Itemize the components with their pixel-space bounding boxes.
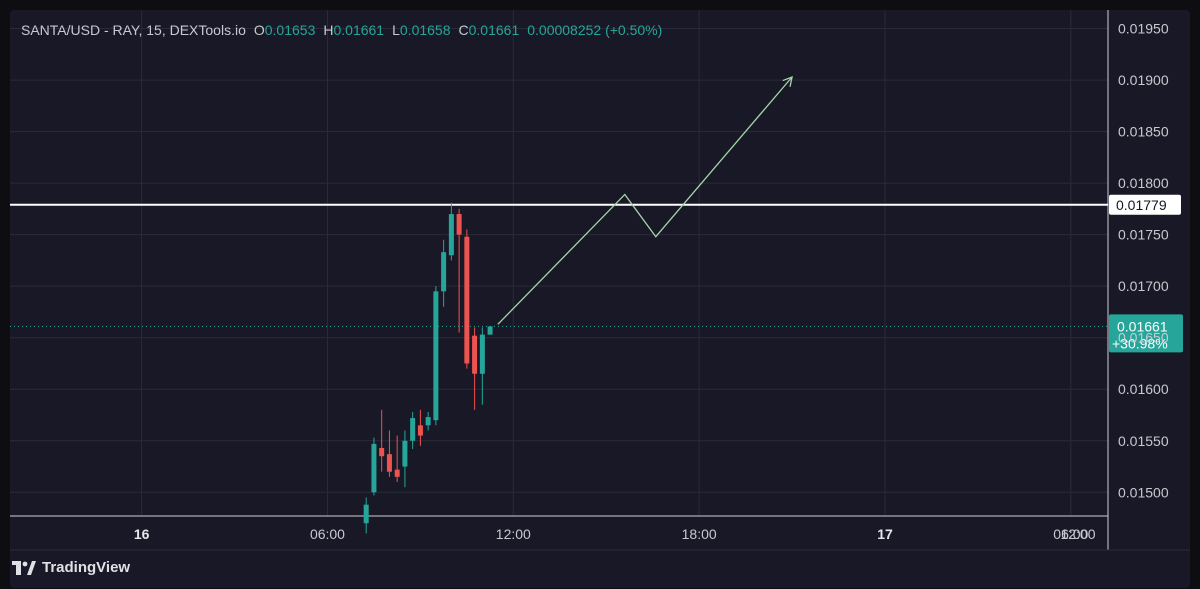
y-tick-label: 0.01900 [1118,72,1169,88]
candles [363,202,493,534]
candle [448,202,454,261]
x-tick-label: 12:00 [1060,526,1095,542]
candle-body [402,440,408,467]
y-tick-label: 0.01750 [1118,227,1169,243]
x-tick-label: 06:00 [310,526,345,542]
candle [433,286,439,426]
brand-name: TradingView [42,559,131,576]
projection-arrowhead-icon [782,75,793,87]
candle-body [371,443,377,493]
resistance-price-badge [1109,194,1181,215]
resistance-price-label: 0.01779 [1116,197,1167,213]
candle [410,411,416,450]
x-tick-label: 12:00 [496,526,531,542]
x-tick-label: 18:00 [682,526,717,542]
close-value: 0.01661 [468,22,520,38]
symbol-legend: SANTA/USD - RAY, 15, DEXTools.io O 0.016… [21,22,670,38]
x-tick-label: 17 [877,526,893,542]
y-tick-label: 0.01800 [1118,175,1169,191]
y-tick-label: 0.01500 [1118,484,1169,500]
projection-path[interactable] [497,76,793,325]
high-value: 0.01661 [333,22,385,38]
candle-body [363,504,369,524]
candle [487,326,493,335]
y-tick-label: 0.01600 [1118,381,1169,397]
axes [10,10,1190,551]
candle-body [433,291,439,421]
candle-body [448,214,454,256]
tick-labels: 0.01950 0.01900 0.01850 0.01800 0.01750 0.017… [134,21,1169,542]
candle-body [441,252,447,292]
candle [363,497,369,534]
candle [371,437,377,496]
candle [386,430,392,477]
symbol-name[interactable]: SANTA/USD - RAY, 15, DEXTools.io [21,22,246,38]
open-label: O [253,22,265,38]
candle [441,239,447,307]
close-label: C [458,22,469,38]
high-label: H [323,22,334,38]
projection-path-group[interactable] [497,75,793,325]
candle [394,435,400,482]
candle-body [456,214,462,235]
candle [472,327,478,410]
candle [456,208,462,333]
y-tick-label: 0.01850 [1118,124,1169,140]
y-tick-label: 0.01950 [1118,21,1169,37]
candle [464,229,470,369]
tradingview-branding[interactable]: TradingView [12,559,130,576]
chart-panel[interactable]: 0.01779 0.01661 +30.98% 0.01950 0.01900 0.01… [10,10,1190,588]
x-tick-label: 16 [134,526,150,542]
low-value: 0.01658 [399,22,451,38]
x-tick-label: 06:00 [1053,526,1088,542]
open-value: 0.01653 [264,22,316,38]
candle-body [379,447,385,457]
candle [379,409,385,472]
tradingview-logo-icon [12,560,36,575]
candle [402,430,408,488]
candle-body [410,418,416,441]
candle-body [479,334,485,374]
candle-body [472,335,478,374]
y-tick-label: 0.01650 [1118,330,1169,346]
last-price-badge [1109,314,1183,353]
y-tick-label: 0.01550 [1118,433,1169,449]
y-tick-label: 0.01700 [1118,278,1169,294]
low-label: L [392,22,400,38]
last-price-label: 0.01661 [1117,318,1168,334]
candle-body [425,417,431,426]
candle [417,409,423,446]
change-value: 0.00008252 (+0.50%) [527,22,663,38]
candle [479,327,485,405]
price-badges: 0.01779 0.01661+30.98% [1109,194,1183,353]
candle-body [487,326,493,335]
candle-body [394,469,400,477]
grid [10,10,1108,516]
candle-body [464,236,470,364]
last-price-change-label: +30.98% [1112,335,1168,351]
candle [425,411,431,431]
candle-body [386,454,392,472]
candle-body [417,425,423,436]
